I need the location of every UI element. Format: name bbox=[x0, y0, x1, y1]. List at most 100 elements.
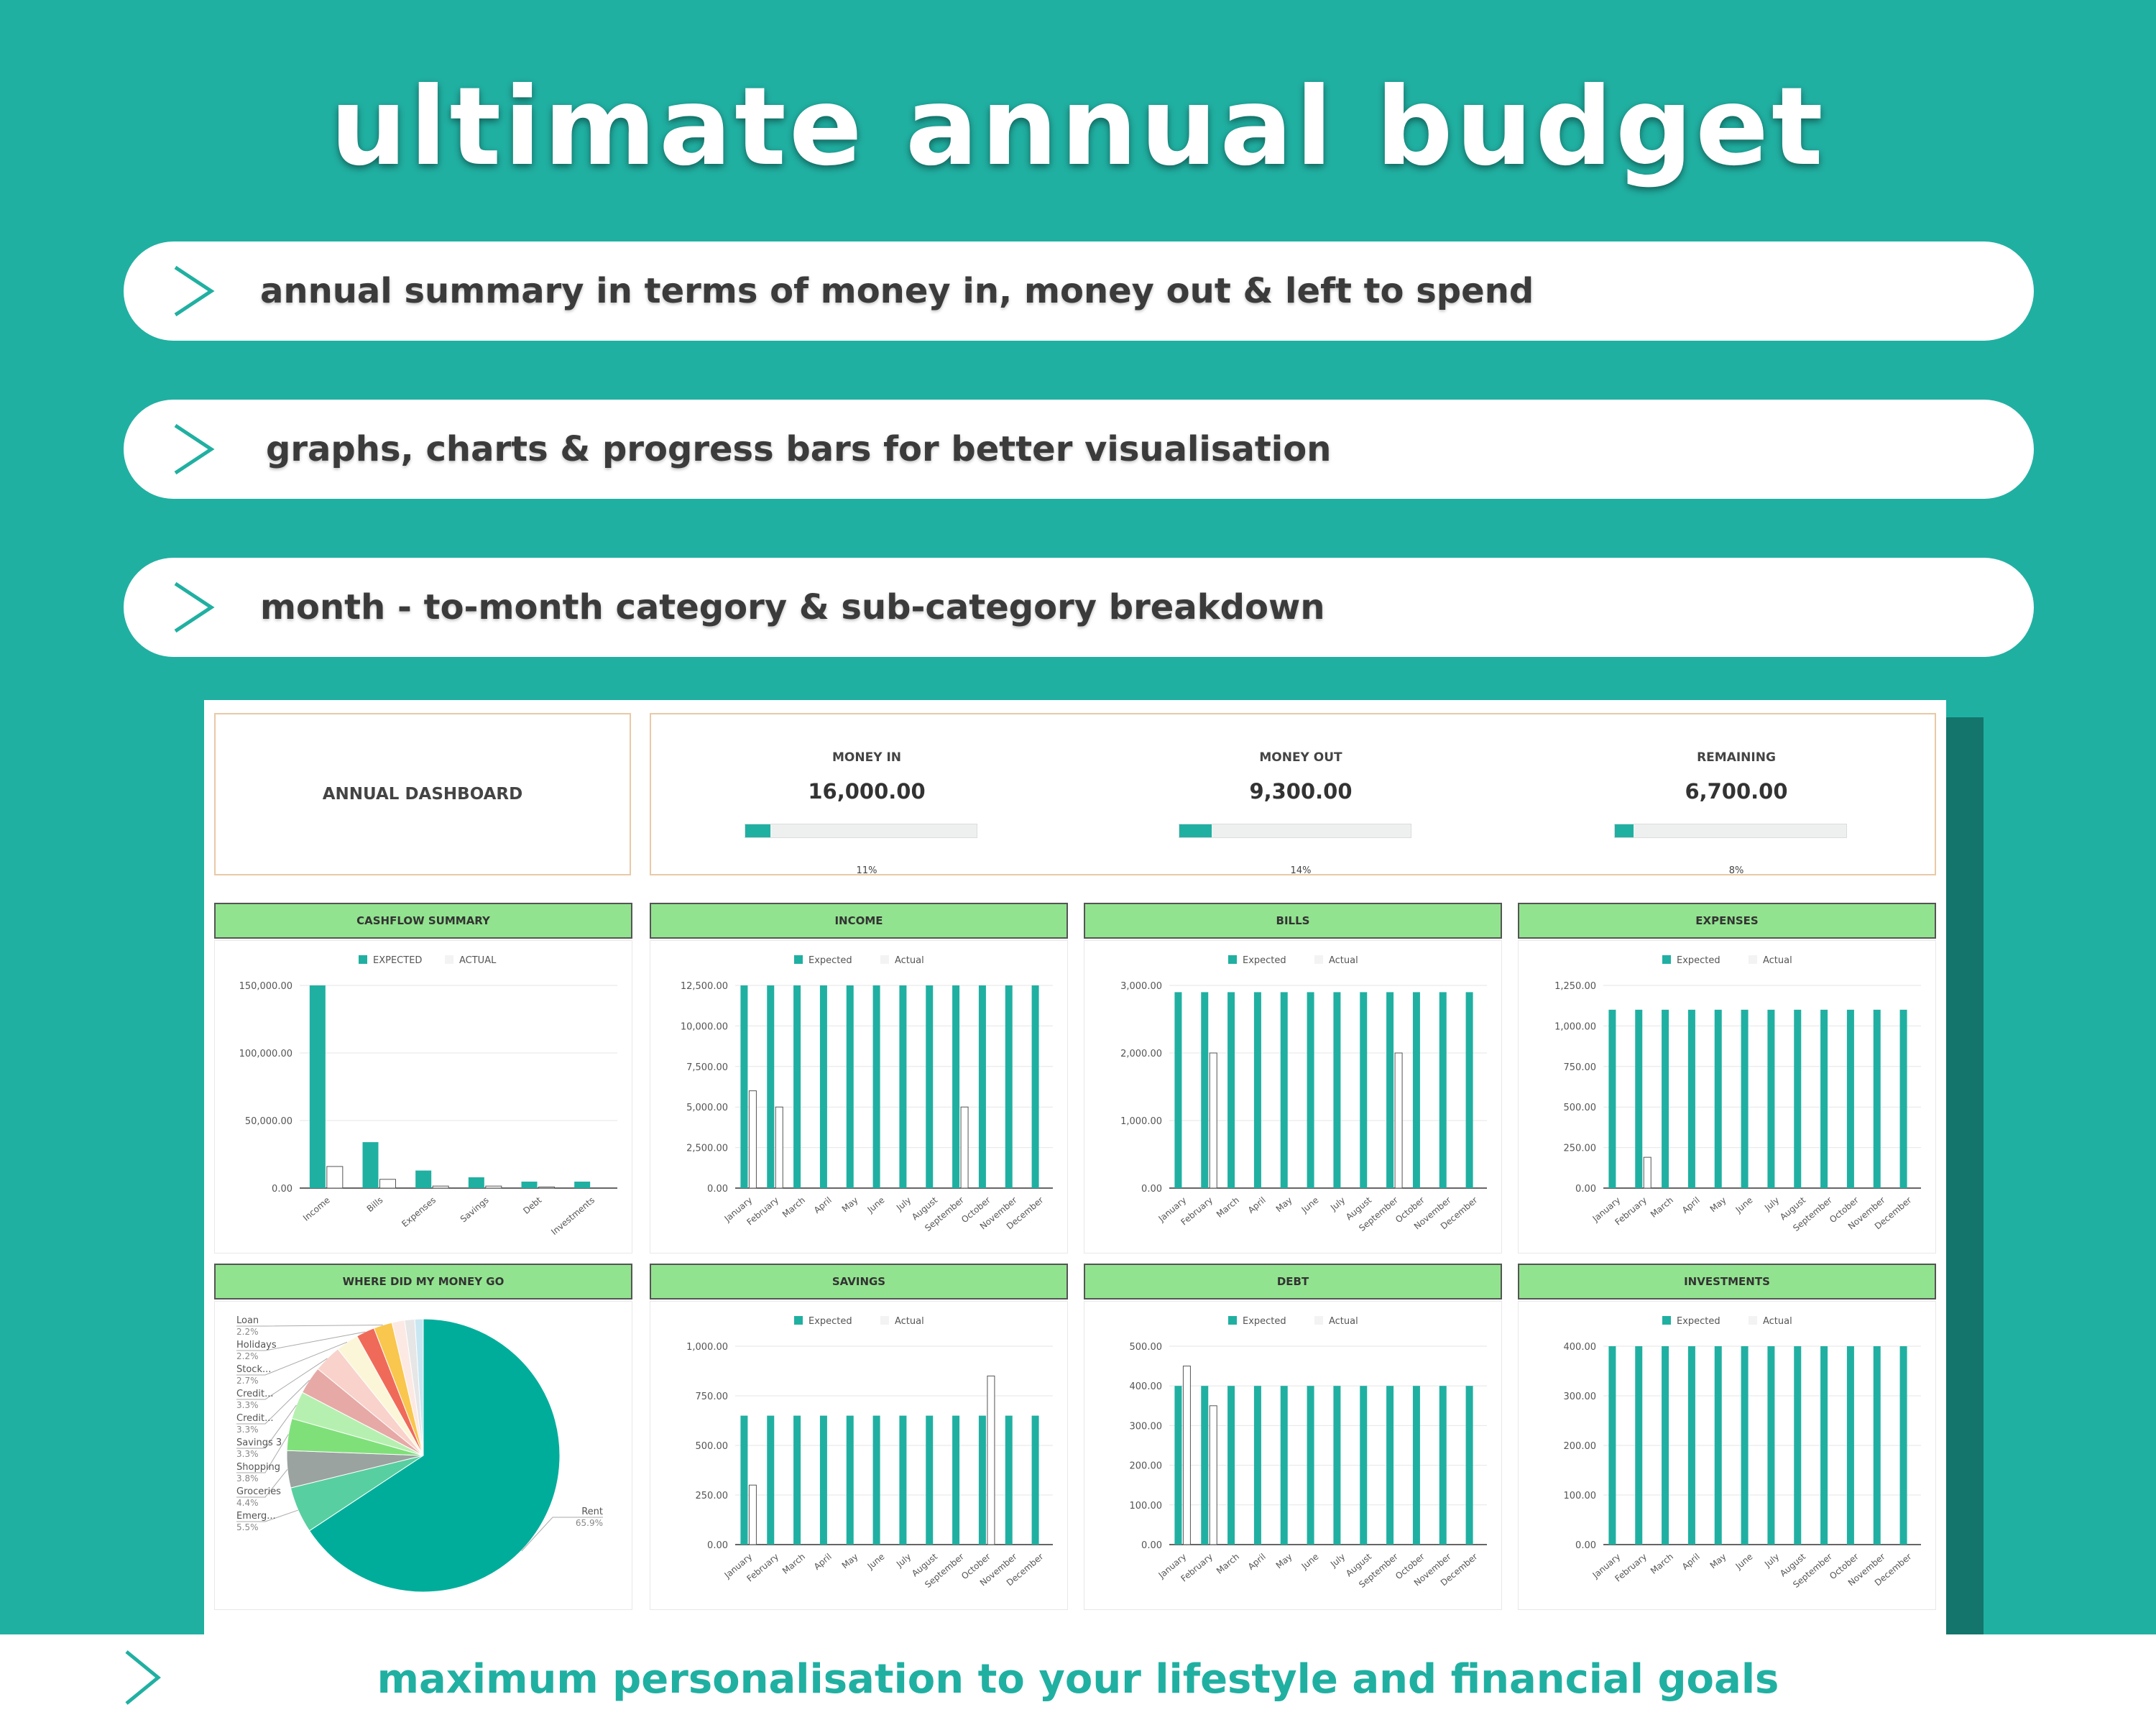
panel-header-savings: SAVINGS bbox=[650, 1264, 1068, 1300]
x-tick-label: July bbox=[894, 1195, 913, 1213]
bar-expected bbox=[952, 1415, 960, 1545]
bar-expected bbox=[740, 985, 748, 1188]
progress-bar bbox=[1614, 824, 1847, 838]
legend-swatch bbox=[1662, 1316, 1671, 1325]
bar-expected bbox=[1794, 1009, 1802, 1188]
chart-expenses: Expected Actual 0.00 250.00 500.00 750.00 1,00… bbox=[1518, 940, 1936, 1254]
bar-expected bbox=[819, 985, 827, 1188]
bar-expected bbox=[1227, 992, 1235, 1188]
legend-label: Actual bbox=[895, 1316, 924, 1327]
bar-expected bbox=[978, 985, 986, 1188]
bar-actual bbox=[775, 1106, 783, 1189]
bar-expected bbox=[1899, 1009, 1907, 1188]
x-tick-label: May bbox=[1708, 1195, 1728, 1215]
y-tick-label: 50,000.00 bbox=[245, 1116, 292, 1127]
bar-expected bbox=[1465, 992, 1473, 1188]
slice-label: Groceries bbox=[236, 1486, 281, 1497]
slice-label: Credit... bbox=[236, 1389, 274, 1399]
progress-fill bbox=[1615, 824, 1634, 837]
x-tick-label: May bbox=[840, 1552, 860, 1571]
panel-header-bills: BILLS bbox=[1084, 903, 1502, 939]
y-tick-label: 12,500.00 bbox=[681, 981, 728, 992]
stat-value: 16,000.00 bbox=[808, 779, 926, 804]
y-tick-label: 2,000.00 bbox=[1120, 1049, 1162, 1059]
x-tick-label: March bbox=[1649, 1195, 1675, 1220]
bar-actual bbox=[748, 1090, 757, 1189]
bar-expected bbox=[1662, 1346, 1669, 1545]
bar-expected bbox=[1174, 1386, 1182, 1545]
pie-slice bbox=[308, 1318, 561, 1593]
bar-expected bbox=[1412, 1386, 1420, 1545]
slice-pct: 65.9% bbox=[576, 1518, 603, 1528]
bar-actual bbox=[1394, 1052, 1403, 1189]
feature-pill-graphs: graphs, charts & progress bars for bette… bbox=[124, 400, 2034, 499]
bar-expected bbox=[767, 1415, 775, 1545]
y-tick-label: 500.00 bbox=[1564, 1103, 1597, 1113]
bar-expected bbox=[1767, 1346, 1775, 1545]
bar-expected bbox=[1333, 992, 1341, 1188]
bar-expected bbox=[1714, 1346, 1722, 1545]
panel-header-cashflow: CASHFLOW SUMMARY bbox=[214, 903, 632, 939]
bar-expected bbox=[872, 985, 880, 1188]
chevron-right-icon bbox=[174, 581, 215, 633]
bar-expected bbox=[1662, 1009, 1669, 1188]
stat-label: REMAINING bbox=[1697, 750, 1776, 765]
bar-expected bbox=[1307, 992, 1314, 1188]
feature-text: graphs, charts & progress bars for bette… bbox=[266, 429, 1332, 469]
bar-expected bbox=[1031, 1415, 1039, 1545]
legend-label: Expected bbox=[1243, 1316, 1286, 1327]
stat-value: 6,700.00 bbox=[1685, 779, 1788, 804]
bar-expected bbox=[1360, 992, 1368, 1188]
label-leader bbox=[236, 1509, 299, 1522]
x-tick-label: June bbox=[865, 1195, 887, 1215]
y-tick-label: 200.00 bbox=[1130, 1461, 1163, 1472]
y-tick-label: 150,000.00 bbox=[239, 981, 292, 992]
bar-expected bbox=[415, 1170, 432, 1188]
slice-label: Savings 3 bbox=[236, 1438, 282, 1448]
bar-expected bbox=[1333, 1386, 1341, 1545]
legend-label: Actual bbox=[1329, 955, 1358, 966]
bar-expected bbox=[926, 1415, 934, 1545]
progress-bar bbox=[1179, 824, 1411, 838]
label-leader bbox=[236, 1434, 289, 1473]
bar-expected bbox=[1820, 1346, 1828, 1545]
bar-expected bbox=[1201, 1386, 1209, 1545]
x-tick-label: June bbox=[1733, 1195, 1755, 1215]
bar-actual bbox=[748, 1484, 757, 1545]
y-tick-label: 2,500.00 bbox=[686, 1144, 728, 1154]
chevron-right-icon bbox=[174, 423, 215, 475]
bar-expected bbox=[1307, 1386, 1314, 1545]
slice-pct: 3.3% bbox=[236, 1400, 259, 1410]
legend-swatch bbox=[794, 1316, 803, 1325]
x-tick-label: March bbox=[1215, 1552, 1241, 1576]
x-tick-label: March bbox=[780, 1195, 807, 1220]
slice-label: Emerg... bbox=[236, 1511, 276, 1522]
x-tick-label: Savings bbox=[459, 1195, 491, 1225]
x-tick-label: April bbox=[1680, 1195, 1702, 1215]
y-tick-label: 1,000.00 bbox=[1554, 1021, 1596, 1032]
bar-expected bbox=[1635, 1009, 1643, 1188]
bar-expected bbox=[309, 985, 326, 1188]
bar-expected bbox=[1253, 1386, 1261, 1545]
y-tick-label: 3,000.00 bbox=[1120, 981, 1162, 992]
x-tick-label: April bbox=[812, 1552, 834, 1572]
bar-expected bbox=[1741, 1009, 1749, 1188]
bar-expected bbox=[1741, 1346, 1749, 1545]
stat-value: 9,300.00 bbox=[1249, 779, 1353, 804]
feature-pill-summary: annual summary in terms of money in, mon… bbox=[124, 242, 2034, 341]
bar-expected bbox=[767, 985, 775, 1188]
bar-expected bbox=[1439, 992, 1447, 1188]
x-tick-label: July bbox=[894, 1552, 913, 1570]
bar-expected bbox=[1253, 992, 1261, 1188]
slice-pct: 2.2% bbox=[236, 1327, 259, 1337]
bar-expected bbox=[1174, 992, 1182, 1188]
bar-expected bbox=[1687, 1346, 1695, 1545]
legend-label: Expected bbox=[1243, 955, 1286, 966]
bar-expected bbox=[1005, 985, 1013, 1188]
bar-expected bbox=[846, 985, 854, 1188]
y-tick-label: 750.00 bbox=[696, 1392, 729, 1402]
x-tick-label: June bbox=[1299, 1552, 1321, 1572]
bar-expected bbox=[1201, 992, 1209, 1188]
x-tick-label: June bbox=[1299, 1195, 1321, 1215]
y-tick-label: 200.00 bbox=[1564, 1441, 1597, 1452]
